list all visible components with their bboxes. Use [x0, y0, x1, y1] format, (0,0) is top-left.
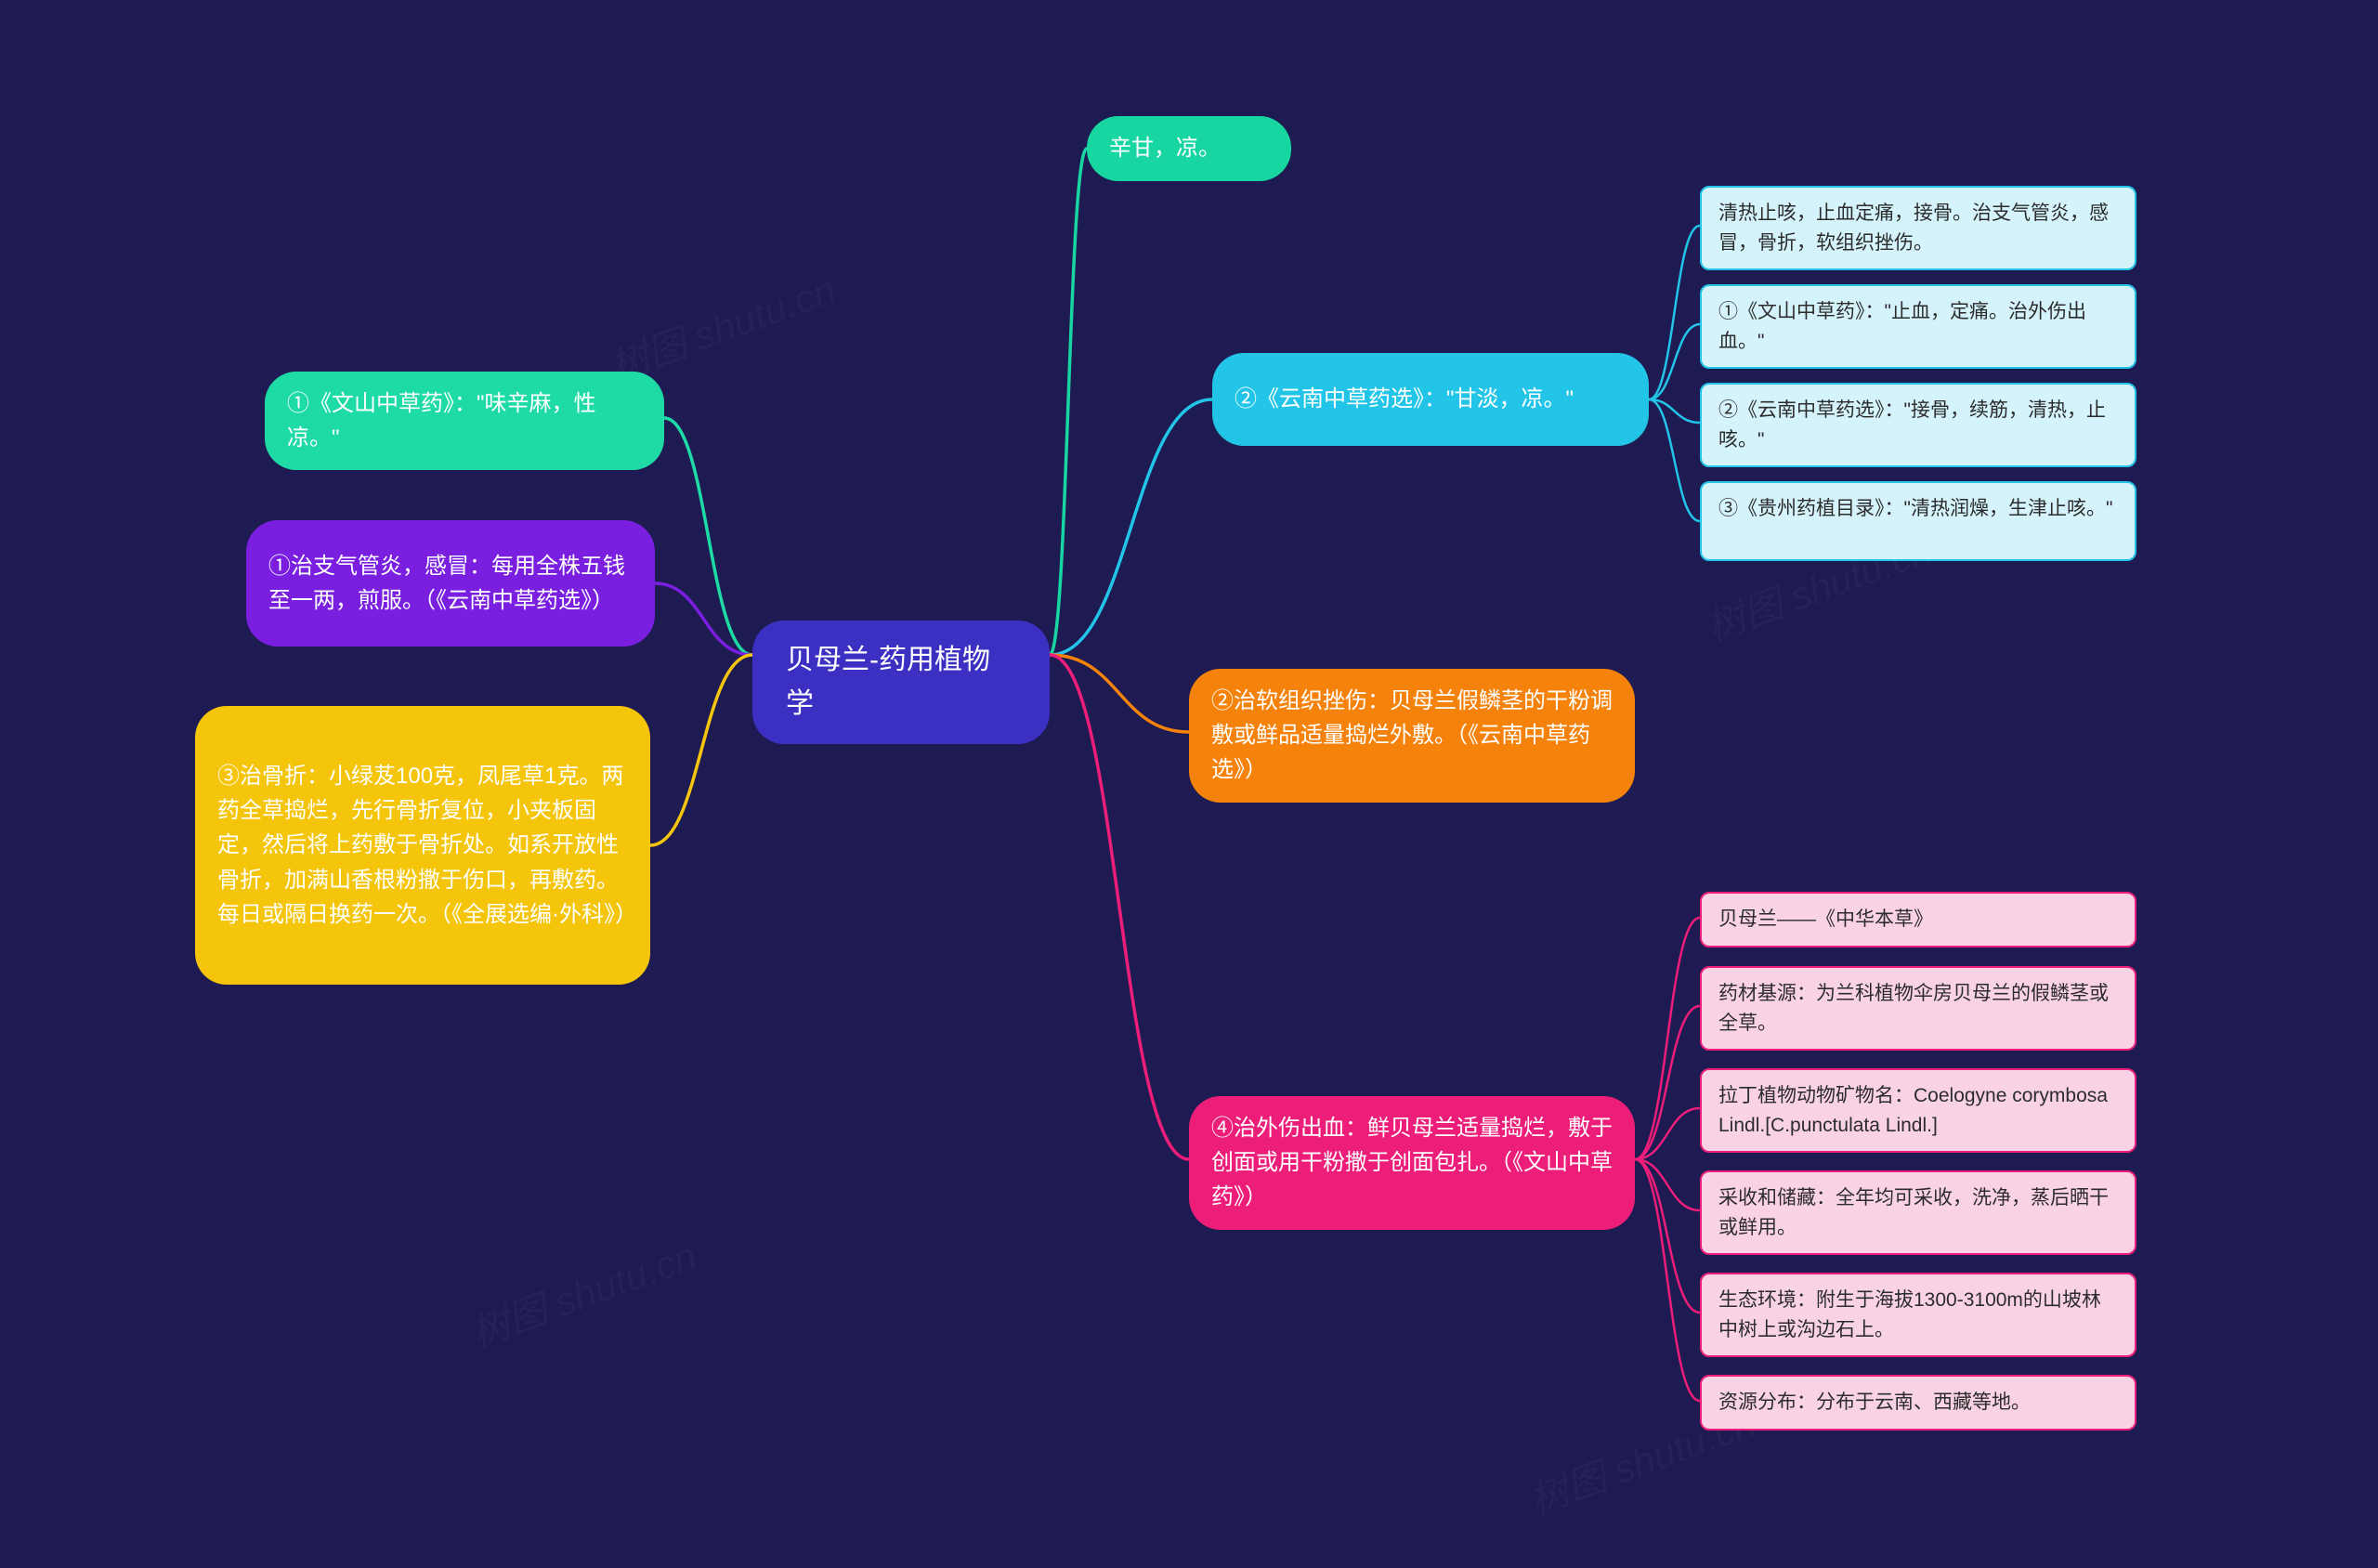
branch-node-b4-label: ④治外伤出血：鲜贝母兰适量捣烂，敷于创面或用干粉撒于创面包扎。（《文山中草药》）: [1211, 1111, 1613, 1215]
leaf-label: 拉丁植物动物矿物名：Coelogyne corymbosa Lindl.[C.p…: [1718, 1085, 2108, 1136]
branch-node-b5-label: ①《文山中草药》："味辛麻，性凉。": [287, 386, 642, 455]
leaf-node-b2-2[interactable]: ②《云南中草药选》："接骨，续筋，清热，止咳。": [1700, 383, 2136, 467]
leaf-node-b4-4[interactable]: 生态环境：附生于海拔1300-3100m的山坡林中树上或沟边石上。: [1700, 1273, 2136, 1357]
leaf-node-b2-1[interactable]: ①《文山中草药》："止血，定痛。治外伤出血。": [1700, 284, 2136, 369]
watermark: 树图 shutu.cn: [462, 1224, 703, 1358]
leaf-label: 采收和储藏：全年均可采收，洗净，蒸后晒干或鲜用。: [1718, 1187, 2109, 1238]
branch-node-b7-label: ③治骨折：小绿芨100克，凤尾草1克。两药全草捣烂，先行骨折复位，小夹板固定，然…: [217, 759, 628, 932]
leaf-node-b4-3[interactable]: 采收和储藏：全年均可采收，洗净，蒸后晒干或鲜用。: [1700, 1170, 2136, 1255]
branch-node-b1[interactable]: 辛甘，凉。: [1087, 116, 1291, 181]
leaf-node-b4-2[interactable]: 拉丁植物动物矿物名：Coelogyne corymbosa Lindl.[C.p…: [1700, 1068, 2136, 1153]
branch-node-b2-label: ②《云南中草药选》："甘淡，凉。": [1235, 382, 1574, 416]
branch-node-b6-label: ①治支气管炎，感冒：每用全株五钱至一两，煎服。（《云南中草药选》）: [268, 549, 633, 618]
leaf-label: ③《贵州药植目录》："清热润燥，生津止咳。": [1718, 498, 2112, 519]
leaf-node-b4-5[interactable]: 资源分布：分布于云南、西藏等地。: [1700, 1375, 2136, 1431]
leaf-node-b2-0[interactable]: 清热止咳，止血定痛，接骨。治支气管炎，感冒，骨折，软组织挫伤。: [1700, 186, 2136, 270]
leaf-label: ②《云南中草药选》："接骨，续筋，清热，止咳。": [1718, 399, 2106, 451]
leaf-node-b4-0[interactable]: 贝母兰——《中华本草》: [1700, 892, 2136, 947]
branch-node-b4[interactable]: ④治外伤出血：鲜贝母兰适量捣烂，敷于创面或用干粉撒于创面包扎。（《文山中草药》）: [1189, 1096, 1635, 1230]
branch-node-b3-label: ②治软组织挫伤：贝母兰假鳞茎的干粉调敷或鲜品适量捣烂外敷。（《云南中草药选》）: [1211, 684, 1613, 788]
branch-node-b2[interactable]: ②《云南中草药选》："甘淡，凉。": [1212, 353, 1649, 446]
leaf-label: 生态环境：附生于海拔1300-3100m的山坡林中树上或沟边石上。: [1718, 1289, 2101, 1340]
branch-node-b7[interactable]: ③治骨折：小绿芨100克，凤尾草1克。两药全草捣烂，先行骨折复位，小夹板固定，然…: [195, 706, 650, 985]
branch-node-b3[interactable]: ②治软组织挫伤：贝母兰假鳞茎的干粉调敷或鲜品适量捣烂外敷。（《云南中草药选》）: [1189, 669, 1635, 803]
leaf-label: 药材基源：为兰科植物伞房贝母兰的假鳞茎或全草。: [1718, 983, 2109, 1034]
leaf-node-b2-3[interactable]: ③《贵州药植目录》："清热润燥，生津止咳。": [1700, 481, 2136, 561]
center-node[interactable]: 贝母兰-药用植物学: [752, 621, 1050, 744]
leaf-label: ①《文山中草药》："止血，定痛。治外伤出血。": [1718, 301, 2086, 352]
leaf-label: 清热止咳，止血定痛，接骨。治支气管炎，感冒，骨折，软组织挫伤。: [1718, 203, 2109, 254]
branch-node-b1-label: 辛甘，凉。: [1109, 131, 1221, 165]
branch-node-b5[interactable]: ①《文山中草药》："味辛麻，性凉。": [265, 372, 664, 470]
branch-node-b6[interactable]: ①治支气管炎，感冒：每用全株五钱至一两，煎服。（《云南中草药选》）: [246, 520, 655, 647]
leaf-label: 贝母兰——《中华本草》: [1718, 908, 1933, 930]
center-node-label: 贝母兰-药用植物学: [786, 639, 1016, 725]
leaf-label: 资源分布：分布于云南、西藏等地。: [1718, 1392, 2031, 1413]
leaf-node-b4-1[interactable]: 药材基源：为兰科植物伞房贝母兰的假鳞茎或全草。: [1700, 966, 2136, 1051]
